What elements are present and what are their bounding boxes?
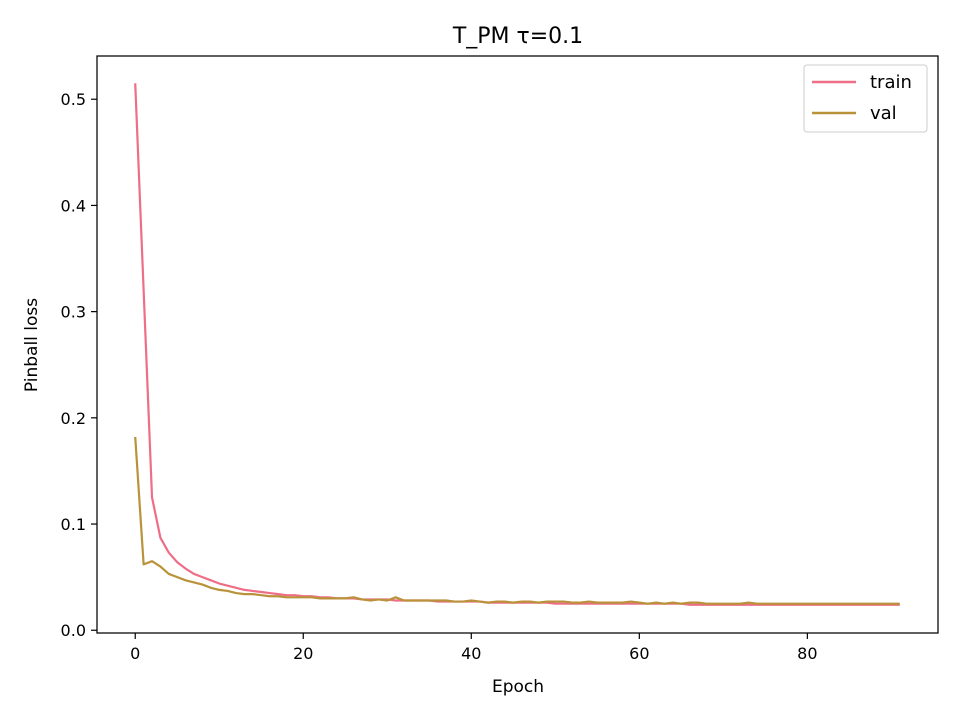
x-tick-label: 60 (629, 644, 649, 663)
plot-lines (134, 83, 900, 606)
x-tick-label: 80 (797, 644, 817, 663)
chart-title: T_PM τ=0.1 (452, 24, 583, 49)
legend-label-val: val (870, 103, 897, 124)
y-tick-label: 0.0 (61, 621, 86, 640)
y-tick-label: 0.3 (61, 303, 86, 322)
legend-label-train: train (870, 72, 912, 93)
y-tick-label: 0.4 (61, 196, 86, 215)
y-tick-label: 0.1 (61, 515, 86, 534)
y-ticks: 0.0 0.1 0.2 0.3 0.4 0.5 (61, 90, 97, 640)
series-line-val (134, 436, 900, 605)
x-ticks: 0 20 40 60 80 (130, 633, 818, 663)
legend: train val (803, 64, 928, 133)
x-tick-label: 0 (130, 644, 140, 663)
plot-frame (96, 55, 939, 634)
y-axis-label: Pinball loss (22, 298, 42, 392)
y-tick-label: 0.5 (61, 90, 86, 109)
x-axis-label: Epoch (492, 677, 544, 697)
y-tick-label: 0.2 (61, 409, 86, 428)
x-tick-label: 20 (293, 644, 313, 663)
x-tick-label: 40 (461, 644, 481, 663)
